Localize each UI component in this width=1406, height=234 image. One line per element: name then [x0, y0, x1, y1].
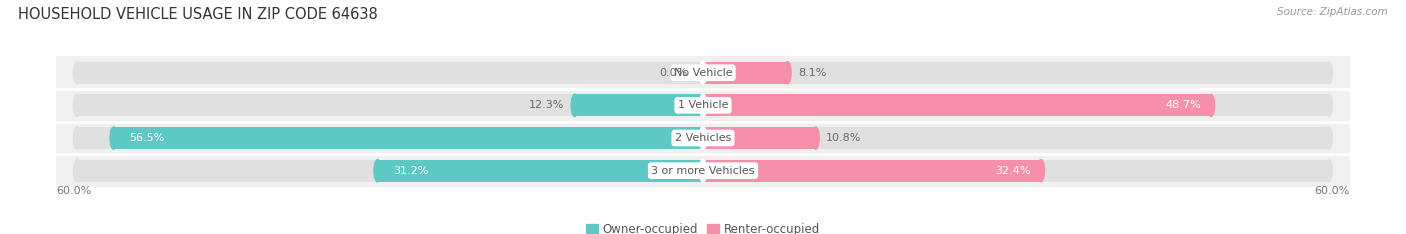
- Text: 12.3%: 12.3%: [529, 100, 564, 110]
- Bar: [77, 62, 703, 84]
- Bar: [114, 127, 703, 149]
- Circle shape: [1326, 62, 1333, 84]
- Text: 60.0%: 60.0%: [1315, 186, 1350, 196]
- Text: 1 Vehicle: 1 Vehicle: [678, 100, 728, 110]
- Text: HOUSEHOLD VEHICLE USAGE IN ZIP CODE 64638: HOUSEHOLD VEHICLE USAGE IN ZIP CODE 6463…: [18, 7, 378, 22]
- Text: Source: ZipAtlas.com: Source: ZipAtlas.com: [1277, 7, 1388, 17]
- Bar: [77, 94, 703, 117]
- Bar: [56, 122, 1350, 154]
- Text: 8.1%: 8.1%: [799, 68, 827, 78]
- Bar: [77, 127, 703, 149]
- Circle shape: [785, 62, 792, 84]
- Circle shape: [1038, 160, 1045, 182]
- Bar: [56, 154, 1350, 187]
- Legend: Owner-occupied, Renter-occupied: Owner-occupied, Renter-occupied: [586, 223, 820, 234]
- Text: 48.7%: 48.7%: [1166, 100, 1201, 110]
- Text: 31.2%: 31.2%: [394, 166, 429, 176]
- Circle shape: [73, 160, 80, 182]
- Circle shape: [699, 61, 707, 84]
- Text: 56.5%: 56.5%: [129, 133, 165, 143]
- Text: 3 or more Vehicles: 3 or more Vehicles: [651, 166, 755, 176]
- Bar: [703, 127, 1329, 149]
- Bar: [378, 160, 703, 182]
- Circle shape: [1326, 127, 1333, 149]
- Bar: [56, 89, 1350, 122]
- Circle shape: [1208, 94, 1215, 117]
- Text: 32.4%: 32.4%: [995, 166, 1031, 176]
- Circle shape: [110, 127, 117, 149]
- Circle shape: [73, 94, 80, 117]
- Text: No Vehicle: No Vehicle: [673, 68, 733, 78]
- Bar: [703, 127, 815, 149]
- Circle shape: [73, 127, 80, 149]
- Bar: [575, 94, 703, 117]
- Text: 2 Vehicles: 2 Vehicles: [675, 133, 731, 143]
- Circle shape: [374, 160, 381, 182]
- Circle shape: [1326, 94, 1333, 117]
- Circle shape: [699, 127, 707, 150]
- Text: 60.0%: 60.0%: [56, 186, 91, 196]
- Circle shape: [571, 94, 578, 117]
- Circle shape: [1326, 160, 1333, 182]
- Bar: [703, 62, 787, 84]
- Circle shape: [73, 62, 80, 84]
- Text: 10.8%: 10.8%: [827, 133, 862, 143]
- Circle shape: [699, 159, 707, 182]
- Bar: [703, 94, 1329, 117]
- Text: 0.0%: 0.0%: [659, 68, 688, 78]
- Bar: [703, 160, 1040, 182]
- Bar: [703, 62, 1329, 84]
- Bar: [703, 94, 1211, 117]
- Bar: [77, 160, 703, 182]
- Circle shape: [813, 127, 820, 149]
- Bar: [56, 56, 1350, 89]
- Circle shape: [699, 94, 707, 117]
- Bar: [703, 160, 1329, 182]
